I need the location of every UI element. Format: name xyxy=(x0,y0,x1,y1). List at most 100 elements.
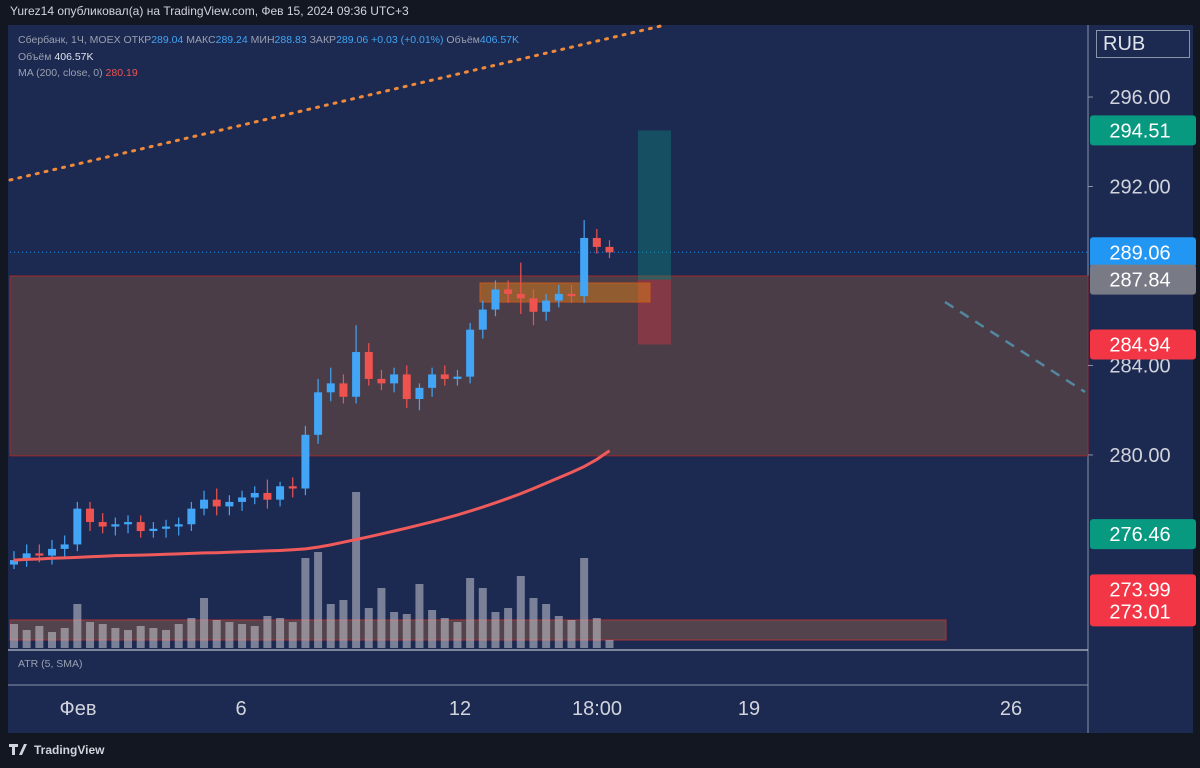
candle-body xyxy=(48,548,57,556)
symbol: Сбербанк, 1Ч, MOEX xyxy=(18,34,121,46)
legend-line: Сбербанк, 1Ч, MOEX ОТКР289.04 МАКС289.24… xyxy=(18,34,519,46)
x-tick-label: Фев xyxy=(60,698,97,720)
candle-body xyxy=(22,553,31,561)
price-badge xyxy=(1090,115,1196,146)
candle-body xyxy=(288,486,297,489)
volume-bar xyxy=(10,624,18,648)
currency[interactable]: RUB xyxy=(1096,30,1190,58)
volume-bar xyxy=(276,618,285,648)
candle-body xyxy=(225,501,234,507)
volume-bar xyxy=(250,626,259,648)
candle-body xyxy=(567,293,576,297)
price-badge-label: 294.51 xyxy=(1109,120,1170,142)
candle-body xyxy=(402,374,411,400)
volume-bar xyxy=(466,578,475,648)
volume-bar xyxy=(554,616,563,648)
price-badge-label: 276.46 xyxy=(1109,524,1170,546)
volume-bar xyxy=(22,630,31,648)
ma-legend: MA (200, close, 0) 280.19 xyxy=(18,67,138,79)
x-tick-label: 6 xyxy=(235,698,246,720)
volume-bar xyxy=(453,622,462,648)
candle-body xyxy=(605,246,614,253)
atr-label: ATR (5, SMA) xyxy=(18,658,83,670)
candle-body xyxy=(453,376,462,379)
candle-body xyxy=(60,544,69,549)
y-tick-label: 296.00 xyxy=(1109,87,1170,109)
candle-body xyxy=(174,524,183,527)
candle-body xyxy=(111,524,120,527)
candle-body xyxy=(212,499,221,507)
candle-body xyxy=(440,374,449,379)
candle-body xyxy=(276,486,285,500)
price-badge-label: 273.99 xyxy=(1109,579,1170,601)
candle-body xyxy=(352,352,361,397)
volume-bar xyxy=(149,628,158,648)
candle-body xyxy=(238,497,247,502)
volume-bar xyxy=(428,610,437,648)
volume-bar xyxy=(352,492,361,648)
volume-bar xyxy=(605,640,614,648)
candle-body xyxy=(326,383,335,393)
candle-body xyxy=(504,289,513,294)
volume-bar xyxy=(162,630,171,648)
candle-body xyxy=(200,499,209,509)
volume-bar xyxy=(35,626,44,648)
candle-body xyxy=(339,383,348,397)
candle-body xyxy=(149,528,158,532)
volume-bar xyxy=(73,604,82,648)
candle-body xyxy=(86,508,95,523)
candle-body xyxy=(554,293,563,301)
legend-value: 406.57K xyxy=(54,51,94,63)
legend-value: 289.24 xyxy=(215,34,248,46)
stop-box xyxy=(638,279,671,345)
candle-body xyxy=(428,374,437,388)
price-badge-label: 289.06 xyxy=(1109,242,1170,264)
candle-body xyxy=(301,434,310,489)
candle-body xyxy=(10,560,18,565)
candle-body xyxy=(136,522,145,532)
x-tick-label: 19 xyxy=(738,698,760,720)
price-badge-label: 284.94 xyxy=(1109,334,1170,356)
volume-bar xyxy=(580,558,589,648)
candle-body xyxy=(364,352,373,379)
volume-bar xyxy=(402,614,411,648)
volume-bar xyxy=(516,576,525,648)
legend-key: МАКС xyxy=(186,34,216,46)
volume-bar xyxy=(98,624,107,648)
price-badge xyxy=(1090,329,1196,360)
legend-value: 288.83 xyxy=(274,34,307,46)
volume-bar xyxy=(478,588,487,648)
volume-bar xyxy=(111,628,120,648)
volume-bar xyxy=(124,630,133,648)
legend-value: 280.19 xyxy=(105,67,138,79)
candle-body xyxy=(390,374,399,384)
volume-bar xyxy=(288,622,297,648)
volume-bar xyxy=(377,588,386,648)
volume-bar xyxy=(567,620,576,648)
candle-body xyxy=(263,492,272,500)
volume-bar xyxy=(364,608,373,648)
y-tick-label: 292.00 xyxy=(1109,177,1170,199)
projection-line xyxy=(944,300,1086,394)
volume-bar xyxy=(529,598,538,648)
ma-line xyxy=(13,449,611,562)
legend-key: Объём xyxy=(18,51,52,63)
candle-body xyxy=(250,492,259,498)
x-tick-label: 18:00 xyxy=(572,698,622,720)
candle-body xyxy=(98,522,107,527)
volume-bar xyxy=(504,608,513,648)
volume-bar xyxy=(326,604,335,648)
candle-body xyxy=(592,237,601,247)
volume-bar xyxy=(187,618,196,648)
volume-bar xyxy=(314,552,323,648)
candle-body xyxy=(529,298,538,312)
logo-mark xyxy=(9,744,27,755)
footer-brand: TradingView xyxy=(34,743,105,757)
volume-legend: Объём 406.57K xyxy=(18,51,94,63)
candle-body xyxy=(415,387,424,400)
volume-bar xyxy=(491,612,500,648)
candle-body xyxy=(516,293,525,299)
volume-bar xyxy=(440,618,449,648)
